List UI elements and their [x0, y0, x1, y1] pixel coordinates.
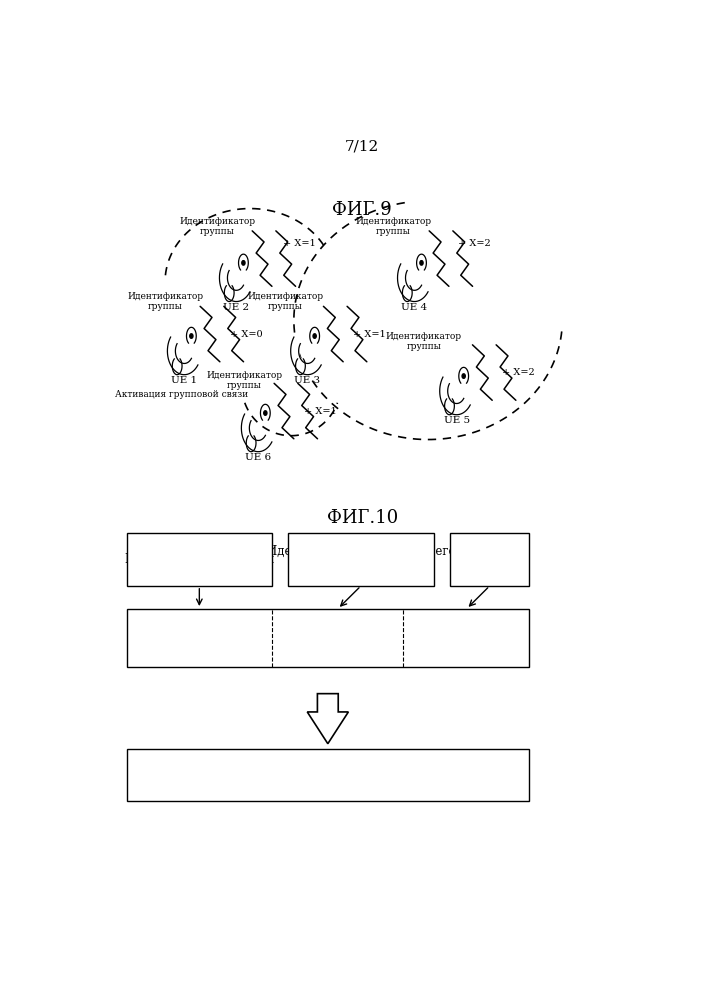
Polygon shape: [308, 694, 349, 744]
Bar: [127, 609, 530, 667]
Bar: [450, 533, 530, 586]
Polygon shape: [187, 327, 197, 343]
Polygon shape: [260, 404, 270, 420]
Bar: [127, 533, 272, 586]
Polygon shape: [402, 286, 412, 302]
Text: + X=2: + X=2: [458, 239, 491, 248]
Text: UE 2: UE 2: [223, 303, 250, 312]
Polygon shape: [246, 436, 256, 452]
Text: Идентификатор
группы: Идентификатор группы: [206, 371, 283, 389]
Bar: [288, 533, 433, 586]
Text: UE 1: UE 1: [171, 376, 197, 385]
Circle shape: [313, 334, 316, 338]
Polygon shape: [440, 377, 470, 415]
Text: Идентификатор
группы: Идентификатор группы: [355, 217, 431, 235]
Polygon shape: [445, 399, 455, 415]
Text: Идентификатор
группы: Идентификатор группы: [179, 217, 255, 235]
Text: + X=1: + X=1: [353, 330, 386, 339]
Polygon shape: [224, 286, 234, 302]
Polygon shape: [241, 414, 272, 452]
Polygon shape: [219, 264, 250, 302]
Text: Идентификатор
группы: Идентификатор группы: [247, 292, 324, 311]
Polygon shape: [296, 359, 305, 375]
Polygon shape: [238, 254, 248, 270]
Circle shape: [264, 411, 267, 415]
Text: 7/12: 7/12: [345, 139, 380, 153]
Text: + X=1: + X=1: [304, 407, 337, 416]
Text: + X=1: + X=1: [283, 239, 315, 248]
Text: UE 4: UE 4: [402, 303, 428, 312]
Text: + X=2: + X=2: [502, 368, 534, 377]
Circle shape: [420, 261, 423, 265]
Text: Идентификатор
группы: Идентификатор группы: [127, 292, 203, 311]
Polygon shape: [397, 264, 428, 302]
Text: Номер
уровня: Номер уровня: [468, 545, 511, 574]
Polygon shape: [291, 337, 321, 375]
Text: + X=0: + X=0: [230, 330, 262, 339]
Text: Сигнал обнаружения группы: Сигнал обнаружения группы: [230, 769, 426, 782]
Circle shape: [189, 334, 193, 338]
Text: Идентификатор
группы: Идентификатор группы: [385, 332, 462, 351]
Circle shape: [242, 261, 245, 265]
Text: Номер
уровня: Номер уровня: [446, 627, 487, 649]
Text: Частичная информация
идентификатора
передающего UE: Частичная информация идентификатора пере…: [272, 623, 404, 653]
Text: UE 5: UE 5: [443, 416, 469, 425]
Polygon shape: [310, 327, 320, 343]
Text: ФИГ.10: ФИГ.10: [327, 509, 398, 527]
Text: Идентификатор группы: Идентификатор группы: [129, 632, 269, 643]
Text: UE 6: UE 6: [245, 453, 271, 462]
Text: UE 3: UE 3: [295, 376, 320, 385]
Text: ФИГ.9: ФИГ.9: [332, 201, 392, 219]
Polygon shape: [416, 254, 426, 270]
Polygon shape: [459, 367, 469, 383]
Text: Идентификатор передающего
UE: Идентификатор передающего UE: [267, 545, 455, 574]
Polygon shape: [173, 359, 182, 375]
Text: Активация групповой связи: Активация групповой связи: [115, 390, 248, 399]
Text: Идентификатор группы: Идентификатор группы: [124, 553, 274, 566]
Polygon shape: [168, 337, 198, 375]
Bar: [127, 749, 530, 801]
Circle shape: [462, 374, 465, 378]
